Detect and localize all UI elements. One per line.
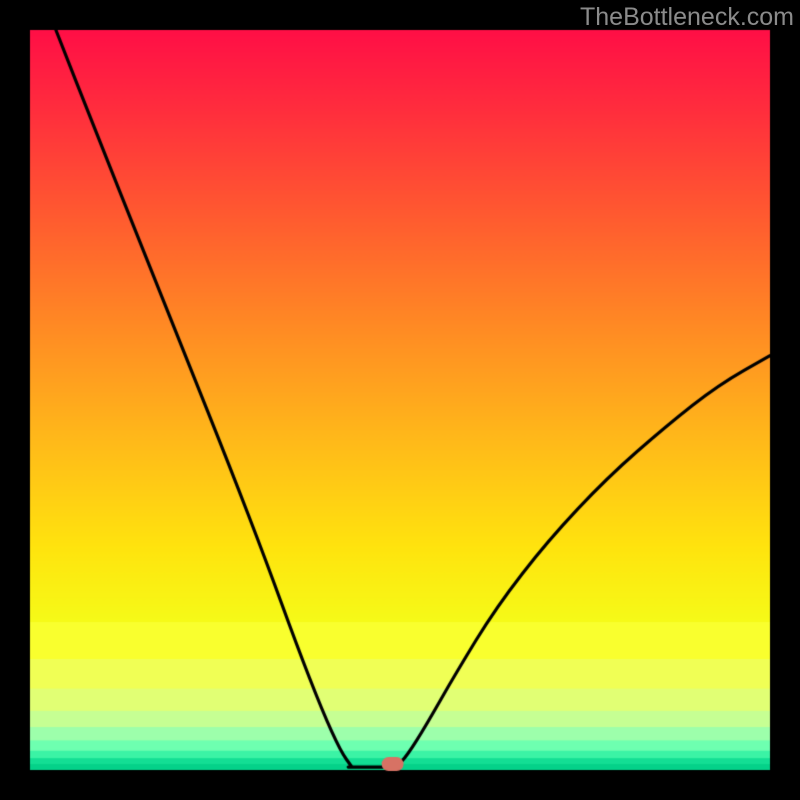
chart-stage: TheBottleneck.com xyxy=(0,0,800,800)
bottleneck-curve-chart xyxy=(0,0,800,800)
